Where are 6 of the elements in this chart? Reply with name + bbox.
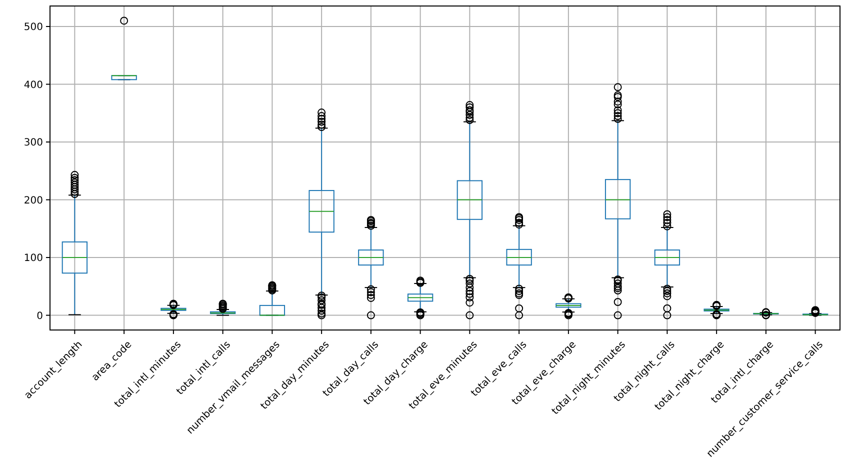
y-tick-label: 0 <box>36 310 43 322</box>
y-tick-label: 300 <box>24 138 43 149</box>
y-tick-label: 200 <box>24 195 43 206</box>
y-tick-label: 400 <box>24 80 43 91</box>
y-tick-label: 500 <box>24 22 43 34</box>
y-tick-label: 100 <box>24 253 43 264</box>
